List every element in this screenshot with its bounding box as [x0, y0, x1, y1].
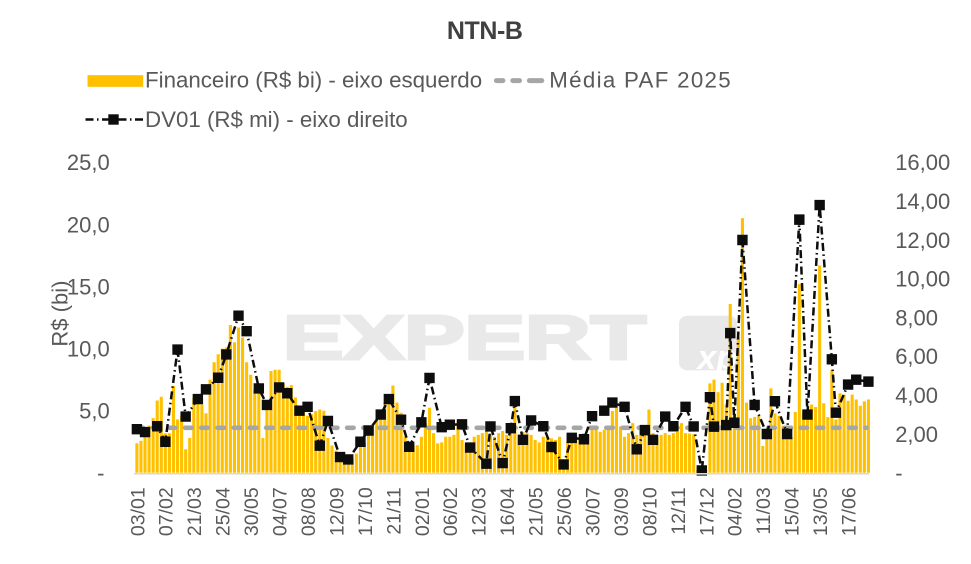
- svg-text:07/02: 07/02: [156, 487, 178, 536]
- svg-text:17/12: 17/12: [696, 487, 718, 536]
- svg-text:5,0: 5,0: [79, 399, 110, 424]
- svg-text:08/08: 08/08: [298, 487, 320, 536]
- svg-text:04/02: 04/02: [725, 487, 747, 536]
- svg-text:08/10: 08/10: [639, 487, 661, 536]
- svg-text:13/05: 13/05: [810, 487, 832, 536]
- svg-text:21/11: 21/11: [383, 487, 405, 534]
- svg-text:16/04: 16/04: [497, 487, 519, 536]
- svg-text:2,00: 2,00: [895, 422, 938, 447]
- svg-text:10,0: 10,0: [67, 336, 110, 361]
- svg-text:4,00: 4,00: [895, 383, 938, 408]
- svg-text:11/03: 11/03: [753, 487, 775, 534]
- svg-text:20,0: 20,0: [67, 212, 110, 237]
- svg-text:17/06: 17/06: [839, 487, 861, 536]
- svg-text:8,00: 8,00: [895, 305, 938, 330]
- svg-text:6,00: 6,00: [895, 344, 938, 369]
- svg-text:12/11: 12/11: [668, 487, 690, 534]
- svg-text:EXPERT: EXPERT: [283, 304, 646, 373]
- svg-text:25,0: 25,0: [67, 150, 110, 175]
- svg-text:25/06: 25/06: [554, 487, 576, 536]
- svg-text:12/09: 12/09: [327, 487, 349, 536]
- svg-text:NTN-B: NTN-B: [447, 17, 523, 45]
- svg-text:06/02: 06/02: [440, 487, 462, 536]
- svg-text:-: -: [97, 461, 104, 486]
- svg-text:10,00: 10,00: [895, 267, 950, 292]
- svg-text:03/01: 03/01: [127, 487, 149, 536]
- svg-text:-: -: [895, 461, 902, 486]
- svg-text:R$ (bi): R$ (bi): [48, 281, 73, 347]
- svg-text:17/10: 17/10: [355, 487, 377, 536]
- svg-text:30/05: 30/05: [241, 487, 263, 536]
- svg-text:DV01 (R$ mi) - eixo direito: DV01 (R$ mi) - eixo direito: [145, 107, 408, 132]
- svg-text:Financeiro (R$ bi) - eixo esqu: Financeiro (R$ bi) - eixo esquerdo: [145, 68, 482, 93]
- svg-text:15,0: 15,0: [67, 274, 110, 299]
- svg-text:16,00: 16,00: [895, 150, 950, 175]
- svg-text:14,00: 14,00: [895, 189, 950, 214]
- svg-text:15/04: 15/04: [782, 487, 804, 536]
- svg-text:04/07: 04/07: [270, 487, 292, 536]
- svg-text:03/09: 03/09: [611, 487, 633, 536]
- svg-text:12/03: 12/03: [469, 487, 491, 536]
- svg-text:30/07: 30/07: [583, 487, 605, 536]
- svg-text:21/03: 21/03: [184, 487, 206, 536]
- svg-text:21/05: 21/05: [526, 487, 548, 536]
- svg-text:Média PAF 2025: Média PAF 2025: [549, 68, 732, 93]
- svg-text:12,00: 12,00: [895, 228, 950, 253]
- svg-text:25/04: 25/04: [213, 487, 235, 536]
- svg-text:02/01: 02/01: [412, 487, 434, 536]
